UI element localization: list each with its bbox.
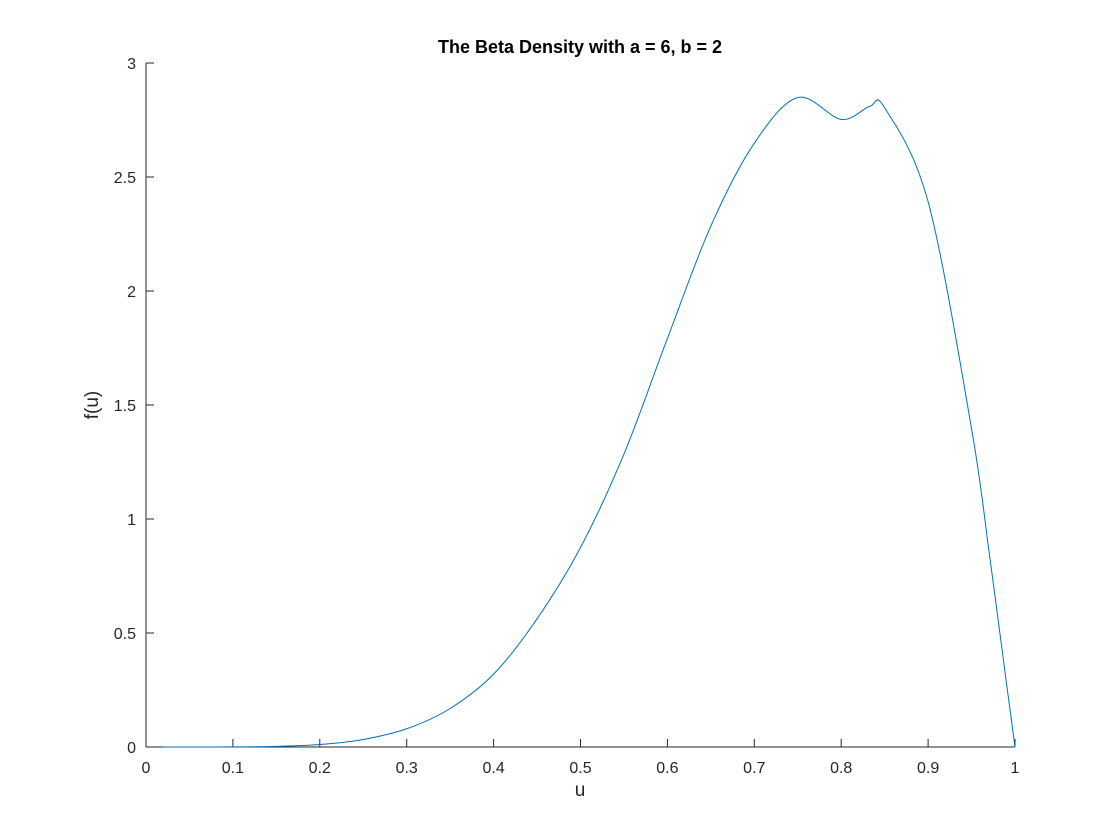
y-tick-label: 1 bbox=[127, 512, 136, 529]
axes bbox=[145, 63, 1015, 748]
x-tick-label: 0.8 bbox=[830, 760, 852, 777]
x-tick-label: 0.9 bbox=[917, 760, 939, 777]
x-tick-label: 0.1 bbox=[222, 760, 244, 777]
x-tick-label: 1 bbox=[1011, 760, 1020, 777]
density-curve bbox=[163, 96, 1016, 748]
y-tick-label: 0.5 bbox=[114, 626, 136, 643]
y-tick-label: 2 bbox=[127, 284, 136, 301]
x-axis-label: u bbox=[575, 780, 586, 801]
x-tick-label: 0.3 bbox=[396, 760, 418, 777]
x-tick-label: 0.6 bbox=[656, 760, 678, 777]
y-axis-label: f(u) bbox=[82, 391, 103, 420]
y-tick-label: 3 bbox=[127, 56, 136, 73]
chart-title: The Beta Density with a = 6, b = 2 bbox=[438, 37, 722, 57]
x-tick-label: 0.7 bbox=[743, 760, 765, 777]
x-tick-label: 0.4 bbox=[482, 760, 504, 777]
x-tick-label: 0.2 bbox=[309, 760, 331, 777]
x-tick-label: 0.5 bbox=[569, 760, 591, 777]
x-ticks: 0 0.1 0.2 0.3 0.4 0.5 0.6 0.7 0.8 0.9 1 bbox=[142, 739, 1020, 777]
y-tick-label: 2.5 bbox=[114, 170, 136, 187]
y-ticks: 0 0.5 1 1.5 2 2.5 3 bbox=[114, 56, 154, 757]
y-tick-label: 0 bbox=[127, 740, 136, 757]
y-tick-label: 1.5 bbox=[114, 398, 136, 415]
x-tick-label: 0 bbox=[142, 760, 151, 777]
